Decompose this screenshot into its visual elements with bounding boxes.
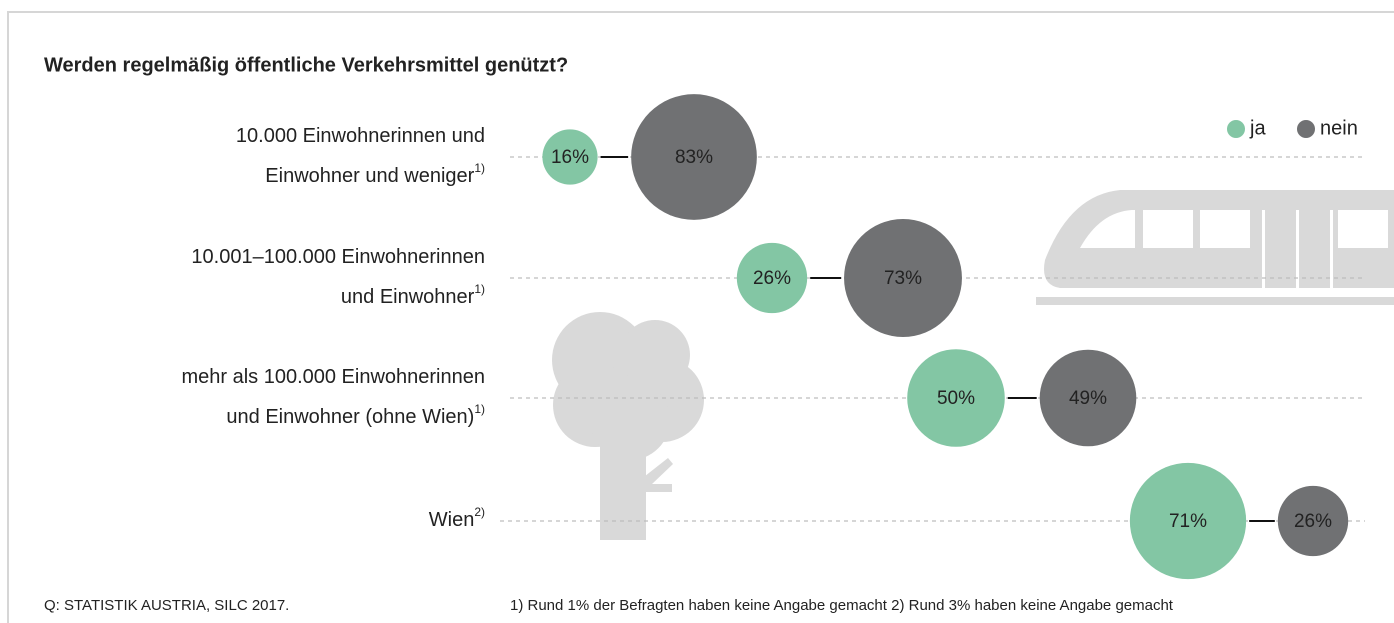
chart-title: Werden regelmäßig öffentliche Verkehrsmi… bbox=[44, 54, 568, 76]
page: Werden regelmäßig öffentliche Verkehrsmi… bbox=[0, 0, 1394, 623]
category-line: mehr als 100.000 Einwohnerinnen bbox=[181, 366, 485, 388]
train-icon bbox=[1036, 190, 1394, 305]
category-label: und Einwohner1) bbox=[341, 282, 485, 308]
category-line: Wien bbox=[429, 509, 475, 531]
footnote: 1) Rund 1% der Befragten haben keine Ang… bbox=[510, 597, 1174, 614]
category-note: 2) bbox=[474, 505, 485, 519]
category-note: 1) bbox=[474, 282, 485, 296]
value-label: 83% bbox=[675, 147, 713, 168]
category-label: Einwohner und weniger1) bbox=[265, 161, 485, 187]
category-label: und Einwohner (ohne Wien)1) bbox=[226, 402, 485, 428]
category-line: Einwohner und weniger bbox=[265, 165, 474, 187]
category-line: 10.000 Einwohnerinnen und bbox=[236, 125, 485, 147]
category-line: und Einwohner bbox=[341, 286, 475, 308]
value-label: 26% bbox=[753, 268, 791, 289]
value-label: 71% bbox=[1169, 511, 1207, 532]
category-note: 1) bbox=[474, 161, 485, 175]
legend-swatch bbox=[1297, 120, 1315, 138]
category-line: 10.001–100.000 Einwohnerinnen bbox=[191, 246, 485, 268]
category-line: und Einwohner (ohne Wien) bbox=[226, 406, 474, 428]
legend-swatch bbox=[1227, 120, 1245, 138]
value-label: 73% bbox=[884, 268, 922, 289]
value-label: 50% bbox=[937, 388, 975, 409]
value-label: 26% bbox=[1294, 511, 1332, 532]
value-label: 49% bbox=[1069, 388, 1107, 409]
category-label: 10.000 Einwohnerinnen und bbox=[236, 125, 485, 147]
source: Q: STATISTIK AUSTRIA, SILC 2017. bbox=[44, 597, 289, 614]
category-label: mehr als 100.000 Einwohnerinnen bbox=[181, 366, 485, 388]
chart: Werden regelmäßig öffentliche Verkehrsmi… bbox=[0, 0, 1394, 623]
category-note: 1) bbox=[474, 402, 485, 416]
legend-label: nein bbox=[1320, 117, 1358, 139]
legend-label: ja bbox=[1249, 117, 1266, 139]
category-label: Wien2) bbox=[429, 505, 485, 531]
value-label: 16% bbox=[551, 147, 589, 168]
tree-icon bbox=[552, 312, 704, 540]
category-label: 10.001–100.000 Einwohnerinnen bbox=[191, 246, 485, 268]
